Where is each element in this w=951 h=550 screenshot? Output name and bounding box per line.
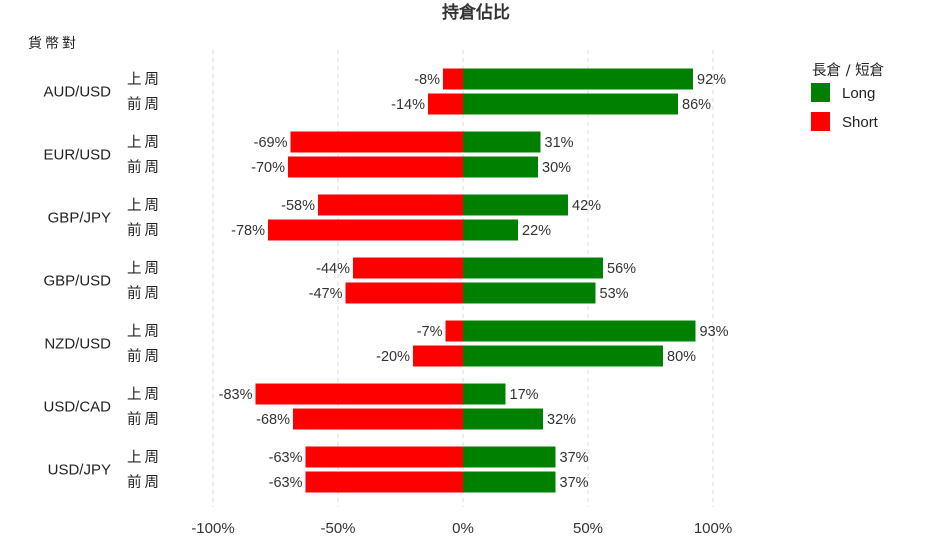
- short-data-label: -83%: [219, 387, 253, 403]
- short-data-label: -20%: [376, 349, 410, 365]
- chart-title: 持倉佔比: [442, 2, 510, 23]
- short-bar: [428, 93, 463, 115]
- x-tick-label: -50%: [320, 520, 355, 537]
- long-bar: [463, 194, 568, 216]
- period-label: 上周: [127, 386, 162, 403]
- short-bar: [353, 257, 463, 279]
- long-bar: [463, 219, 518, 241]
- pair-label: EUR/USD: [43, 147, 111, 164]
- period-label: 上周: [127, 260, 162, 277]
- period-label: 前周: [127, 474, 162, 491]
- short-bar: [305, 446, 463, 468]
- short-bar: [290, 131, 463, 153]
- period-label: 上周: [127, 134, 162, 151]
- legend: 長倉 / 短倉 Long Short: [811, 62, 885, 131]
- short-bar: [413, 345, 463, 367]
- long-data-label: 30%: [542, 160, 571, 176]
- short-data-label: -44%: [316, 261, 350, 277]
- long-data-label: 31%: [545, 135, 574, 151]
- period-label: 前周: [127, 159, 162, 176]
- period-label: 上周: [127, 323, 162, 340]
- short-data-label: -58%: [281, 198, 315, 214]
- legend-short-label: Short: [842, 114, 879, 131]
- short-data-label: -47%: [309, 286, 343, 302]
- period-label: 前周: [127, 96, 162, 113]
- pair-label: AUD/USD: [43, 84, 111, 101]
- legend-long-label: Long: [842, 85, 875, 102]
- legend-title: 長倉 / 短倉: [812, 62, 885, 79]
- y-axis-title: 貨幣對: [28, 35, 79, 52]
- short-data-label: -7%: [417, 324, 443, 340]
- pair-label: USD/JPY: [48, 462, 111, 479]
- period-label: 上周: [127, 449, 162, 466]
- long-data-label: 17%: [510, 387, 539, 403]
- period-label: 前周: [127, 411, 162, 428]
- x-tick-label: 100%: [694, 520, 732, 537]
- long-data-label: 93%: [700, 324, 729, 340]
- long-bar: [463, 68, 693, 90]
- long-bar: [463, 131, 541, 153]
- short-data-label: -78%: [231, 223, 265, 239]
- short-bar: [305, 471, 463, 493]
- short-bar: [293, 408, 463, 430]
- long-data-label: 22%: [522, 223, 551, 239]
- x-tick-label: -100%: [191, 520, 234, 537]
- short-bar: [255, 383, 463, 405]
- short-data-label: -14%: [391, 97, 425, 113]
- short-bar: [268, 219, 463, 241]
- short-data-label: -63%: [269, 450, 303, 466]
- period-label: 前周: [127, 348, 162, 365]
- short-data-label: -69%: [254, 135, 288, 151]
- short-bar: [345, 282, 463, 304]
- long-data-label: 56%: [607, 261, 636, 277]
- period-label: 前周: [127, 285, 162, 302]
- short-data-label: -68%: [256, 412, 290, 428]
- period-label: 上周: [127, 71, 162, 88]
- bars: [255, 68, 696, 493]
- long-bar: [463, 93, 678, 115]
- legend-short-swatch: [811, 112, 830, 131]
- labels: -100% -50% 0% 50% 100% AUD/USD 上周 -8% 92% 前周 -14% 8…: [43, 71, 732, 537]
- long-bar: [463, 471, 556, 493]
- pair-label: GBP/JPY: [48, 210, 111, 227]
- short-bar: [445, 320, 463, 342]
- long-data-label: 42%: [572, 198, 601, 214]
- long-data-label: 92%: [697, 72, 726, 88]
- x-tick-label: 50%: [573, 520, 603, 537]
- long-bar: [463, 446, 556, 468]
- long-bar: [463, 408, 543, 430]
- long-bar: [463, 257, 603, 279]
- short-bar: [318, 194, 463, 216]
- short-data-label: -63%: [269, 475, 303, 491]
- long-data-label: 53%: [600, 286, 629, 302]
- x-tick-label: 0%: [452, 520, 474, 537]
- long-data-label: 37%: [560, 475, 589, 491]
- pair-label: NZD/USD: [44, 336, 111, 353]
- long-data-label: 86%: [682, 97, 711, 113]
- long-bar: [463, 345, 663, 367]
- long-data-label: 37%: [560, 450, 589, 466]
- long-bar: [463, 383, 506, 405]
- long-data-label: 32%: [547, 412, 576, 428]
- period-label: 上周: [127, 197, 162, 214]
- legend-long-swatch: [811, 83, 830, 102]
- long-bar: [463, 156, 538, 178]
- long-data-label: 80%: [667, 349, 696, 365]
- short-data-label: -70%: [251, 160, 285, 176]
- long-bar: [463, 282, 596, 304]
- pair-label: GBP/USD: [43, 273, 111, 290]
- short-bar: [288, 156, 463, 178]
- short-bar: [443, 68, 463, 90]
- pair-label: USD/CAD: [43, 399, 111, 416]
- long-bar: [463, 320, 696, 342]
- period-label: 前周: [127, 222, 162, 239]
- short-data-label: -8%: [414, 72, 440, 88]
